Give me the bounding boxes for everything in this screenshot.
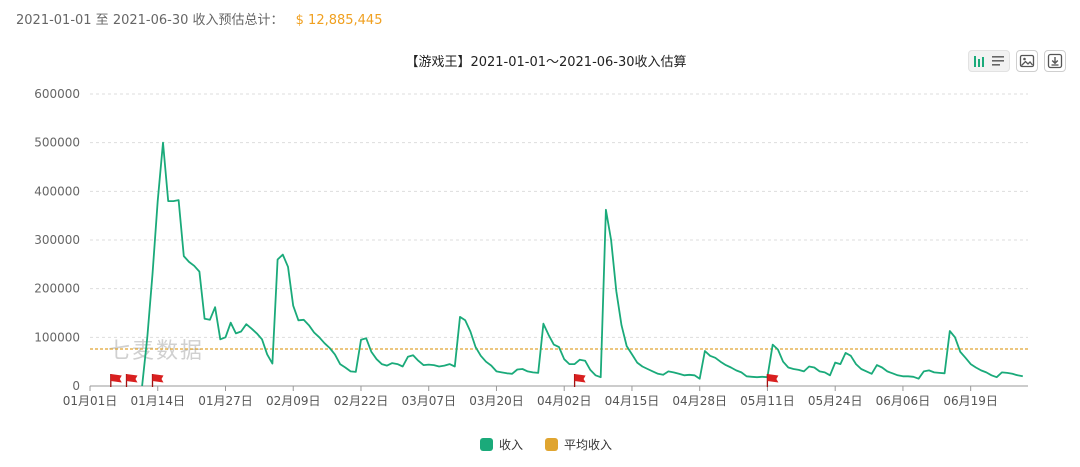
y-tick-label: 400000	[34, 184, 80, 198]
flag-cloth	[152, 374, 164, 383]
legend-label-average: 平均收入	[564, 438, 613, 452]
flag-cloth	[767, 374, 779, 383]
flag-cloth	[110, 374, 122, 383]
list-icon[interactable]	[991, 54, 1005, 68]
x-tick-label: 06月19日	[943, 394, 998, 408]
x-tick-label: 04月15日	[605, 394, 660, 408]
legend-item-average[interactable]: 平均收入	[545, 436, 612, 453]
x-tick-label: 02月22日	[334, 394, 389, 408]
x-tick-label: 01月14日	[130, 394, 185, 408]
x-tick-label: 04月02日	[537, 394, 592, 408]
legend-swatch-average	[545, 438, 559, 451]
x-tick-label: 05月24日	[808, 394, 863, 408]
x-tick-label: 01月27日	[198, 394, 253, 408]
y-axis: 0 100000 200000 300000 400000 500000 600000	[34, 87, 80, 393]
y-tick-label: 100000	[34, 330, 80, 344]
event-flag-icon	[125, 374, 138, 387]
bar-chart-icon[interactable]	[973, 54, 987, 68]
y-tick-label: 0	[72, 379, 80, 393]
legend-swatch-revenue	[480, 438, 493, 451]
event-flag-icon	[573, 374, 586, 387]
y-tick-label: 200000	[34, 282, 80, 296]
summary-label: 2021-01-01 至 2021-06-30 收入预估总计：	[16, 13, 284, 28]
x-tick-label: 03月07日	[401, 394, 456, 408]
summary-line: 2021-01-01 至 2021-06-30 收入预估总计： $ 12,885…	[16, 9, 382, 28]
chart-title: 【游戏王】2021-01-01～2021-06-30收入估算	[405, 55, 686, 70]
x-tick-label: 01月01日	[63, 394, 118, 408]
chart-type-toggle[interactable]	[968, 50, 1010, 72]
chart-legend: 收入 平均收入	[480, 436, 612, 453]
y-tick-label: 600000	[34, 87, 80, 101]
x-tick-label: 04月28日	[672, 394, 727, 408]
image-icon[interactable]	[1019, 53, 1035, 69]
y-tick-label: 500000	[34, 136, 80, 150]
event-flag-icon	[110, 374, 122, 387]
watermark-text: 七麦数据	[108, 339, 204, 364]
revenue-line	[141, 141, 1023, 387]
event-flags	[110, 374, 779, 387]
x-axis: 01月01日 01月14日 01月27日 02月09日 02月22日 03月07日 03月2…	[63, 385, 1028, 408]
grid-lines	[90, 93, 1028, 338]
summary-total: $ 12,885,445	[295, 13, 383, 28]
save-image-button[interactable]	[1016, 50, 1038, 72]
chart-toolbar	[968, 50, 1066, 72]
x-tick-label: 03月20日	[469, 394, 524, 408]
flag-cloth	[126, 374, 138, 383]
revenue-series	[141, 141, 1023, 387]
x-tick-label: 02月09日	[266, 394, 321, 408]
x-tick-label: 05月11日	[740, 394, 795, 408]
legend-label-revenue: 收入	[499, 438, 524, 452]
flag-cloth	[574, 374, 586, 383]
download-button[interactable]	[1044, 50, 1066, 72]
download-icon[interactable]	[1047, 53, 1063, 69]
legend-item-revenue[interactable]: 收入	[480, 436, 523, 453]
y-tick-label: 300000	[34, 233, 80, 247]
event-flag-icon	[151, 374, 164, 387]
event-flag-icon	[766, 374, 779, 387]
x-tick-label: 06月06日	[876, 394, 931, 408]
